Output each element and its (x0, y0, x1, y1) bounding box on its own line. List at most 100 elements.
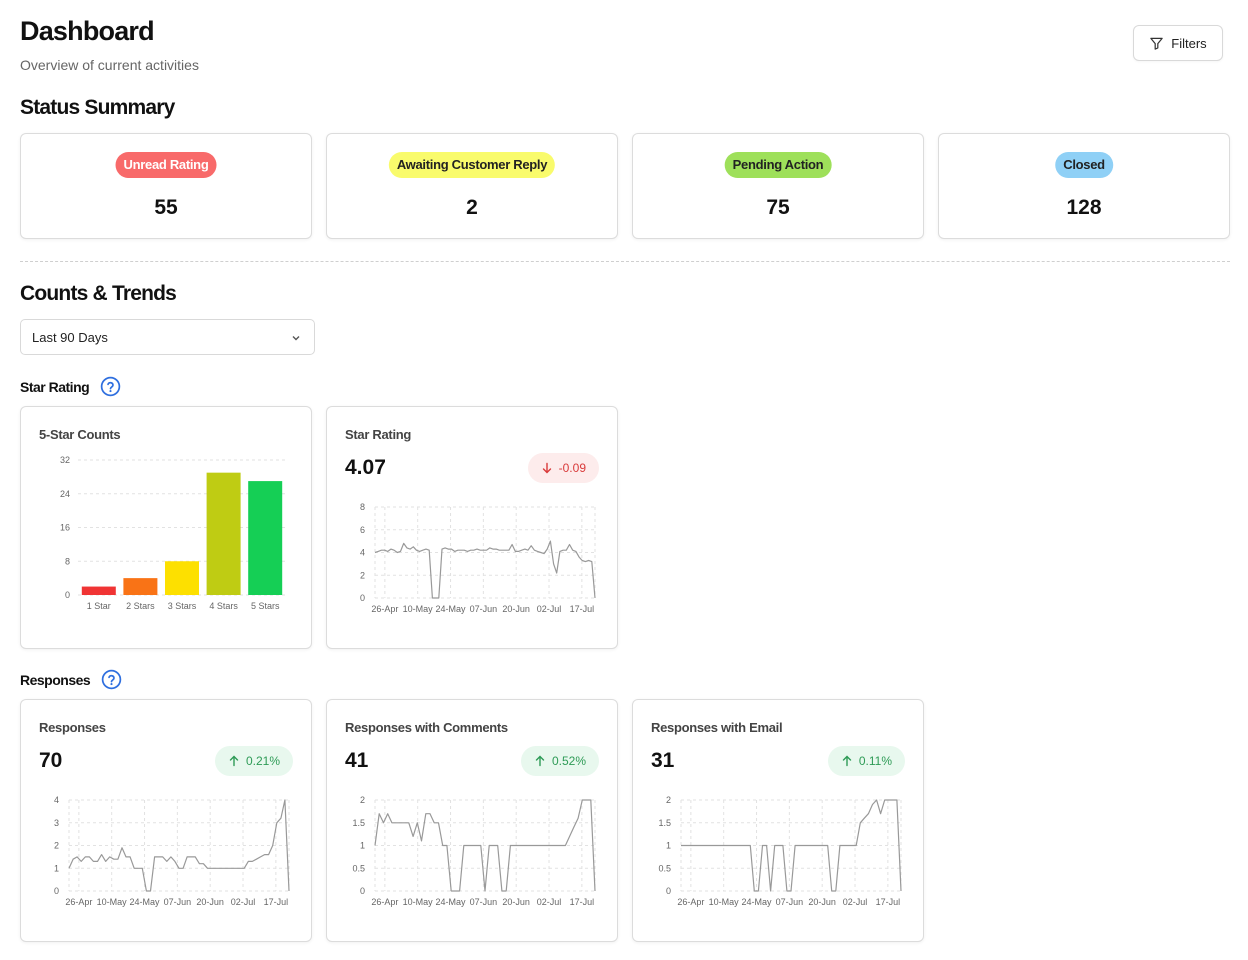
delta-value: -0.09 (558, 461, 586, 475)
arrow-up-icon (534, 755, 546, 767)
x-tick-label: 20-Jun (502, 604, 530, 614)
y-tick-label: 0.5 (352, 863, 365, 873)
series-line (374, 799, 596, 892)
status-badge: Pending Action (724, 152, 832, 178)
y-tick-label: 2 (360, 570, 365, 580)
delta-badge: 0.21% (214, 746, 293, 776)
x-tick-label: 26-Apr (371, 604, 398, 614)
responses-card: Responses 70 0.21% 0 1 2 3 4 26-Apr 10-May 24-M… (20, 699, 312, 942)
status-badge: Unread Rating (115, 152, 217, 178)
status-summary-title: Status Summary (20, 96, 175, 119)
x-tick-label: 4 Stars (209, 601, 238, 611)
bar (248, 481, 283, 595)
chevron-down-icon (290, 332, 302, 344)
x-tick-label: 20-Jun (196, 897, 224, 907)
y-tick-label: 0 (360, 593, 365, 603)
y-tick-label: 0 (65, 590, 70, 600)
x-tick-label: 02-Jul (537, 897, 562, 907)
x-tick-label: 17-Jul (570, 604, 595, 614)
page-title: Dashboard (20, 16, 155, 46)
status-card-closed[interactable]: Closed 128 (938, 133, 1230, 239)
series-line (68, 799, 290, 892)
y-tick-label: 4 (54, 795, 59, 805)
y-tick-label: 16 (60, 523, 70, 533)
y-tick-label: 2 (360, 795, 365, 805)
status-count: 55 (154, 196, 178, 219)
bar (165, 561, 199, 595)
y-tick-label: 0 (360, 886, 365, 896)
x-tick-label: 26-Apr (65, 897, 92, 907)
y-tick-label: 0 (666, 886, 671, 896)
x-tick-label: 24-May (436, 604, 467, 614)
filters-button[interactable]: Filters (1133, 25, 1223, 61)
delta-value: 0.21% (245, 754, 280, 768)
filter-icon (1149, 36, 1164, 51)
x-tick-label: 24-May (436, 897, 467, 907)
date-range-value: Last 90 Days (32, 329, 108, 345)
five-star-counts-card: 5-Star Counts 0 8 16 24 32 1 Star 2 Stars 3 Sta… (20, 406, 312, 649)
responses-with-comments-line-chart: 0 0.5 1 1.5 2 26-Apr 10-May 24-May 07-Jun 20-Jun 0… (352, 795, 596, 907)
responses-heading-label: Responses (20, 671, 91, 688)
metric-value: 31 (651, 749, 675, 772)
y-tick-label: 1 (360, 841, 365, 851)
y-tick-label: 8 (360, 502, 365, 512)
responses-line-chart: 0 1 2 3 4 26-Apr 10-May 24-May 07-Jun 20-Jun 02-Ju… (54, 795, 290, 907)
delta-badge: 0.52% (520, 746, 599, 776)
delta-value: 0.11% (858, 754, 892, 768)
x-tick-label: 17-Jul (264, 897, 289, 907)
status-count: 2 (466, 196, 478, 219)
card-title: Responses with Email (651, 720, 783, 735)
status-card-awaiting-customer-reply[interactable]: Awaiting Customer Reply 2 (326, 133, 618, 239)
x-tick-label: 20-Jun (502, 897, 530, 907)
x-tick-label: 5 Stars (251, 601, 280, 611)
bar (81, 586, 116, 595)
date-range-select[interactable]: Last 90 Days (20, 319, 315, 355)
arrow-up-icon (841, 755, 853, 767)
metric-value: 4.07 (345, 456, 386, 479)
x-tick-label: 24-May (742, 897, 773, 907)
status-card-unread-rating[interactable]: Unread Rating 55 (20, 133, 312, 239)
card-title: 5-Star Counts (39, 427, 121, 442)
responses-with-email-card: Responses with Email 31 0.11% 0 0.5 1 1.5 2 2… (632, 699, 924, 942)
star-rating-heading: Star Rating (20, 376, 121, 397)
x-tick-label: 02-Jul (231, 897, 256, 907)
status-badge: Awaiting Customer Reply (388, 152, 556, 178)
arrow-up-icon (228, 755, 240, 767)
y-tick-label: 0.5 (658, 863, 671, 873)
status-count: 75 (766, 196, 790, 219)
y-tick-label: 32 (60, 455, 70, 465)
help-circle-icon[interactable] (100, 376, 121, 397)
metric-value: 41 (345, 749, 369, 772)
status-card-pending-action[interactable]: Pending Action 75 (632, 133, 924, 239)
y-tick-label: 1.5 (658, 818, 671, 828)
star-rating-card: Star Rating 4.07 -0.09 0 2 4 6 8 26-Apr 10-May… (326, 406, 618, 649)
counts-trends-title: Counts & Trends (20, 282, 177, 305)
x-tick-label: 26-Apr (677, 897, 704, 907)
y-tick-label: 2 (666, 795, 671, 805)
x-tick-label: 02-Jul (537, 604, 562, 614)
x-tick-label: 17-Jul (876, 897, 901, 907)
responses-with-comments-card: Responses with Comments 41 0.52% 0 0.5 1 1.… (326, 699, 618, 942)
x-tick-label: 02-Jul (843, 897, 868, 907)
delta-value: 0.52% (551, 754, 586, 768)
filters-label: Filters (1171, 35, 1207, 51)
x-tick-label: 3 Stars (168, 601, 197, 611)
x-tick-label: 07-Jun (470, 897, 498, 907)
x-tick-label: 2 Stars (126, 601, 155, 611)
metric-value: 70 (39, 749, 63, 772)
responses-heading: Responses (20, 669, 122, 690)
x-tick-label: 1 Star (87, 601, 111, 611)
x-tick-label: 17-Jul (570, 897, 595, 907)
y-tick-label: 1 (666, 841, 671, 851)
y-tick-label: 8 (65, 556, 70, 566)
card-title: Responses (39, 720, 106, 735)
y-tick-label: 0 (54, 886, 59, 896)
y-tick-label: 4 (360, 548, 365, 558)
status-count: 128 (1066, 196, 1102, 219)
x-tick-label: 07-Jun (164, 897, 192, 907)
delta-badge: 0.11% (827, 746, 905, 776)
arrow-down-icon (541, 462, 553, 474)
x-tick-label: 26-Apr (371, 897, 398, 907)
x-tick-label: 07-Jun (470, 604, 498, 614)
help-circle-icon[interactable] (101, 669, 122, 690)
